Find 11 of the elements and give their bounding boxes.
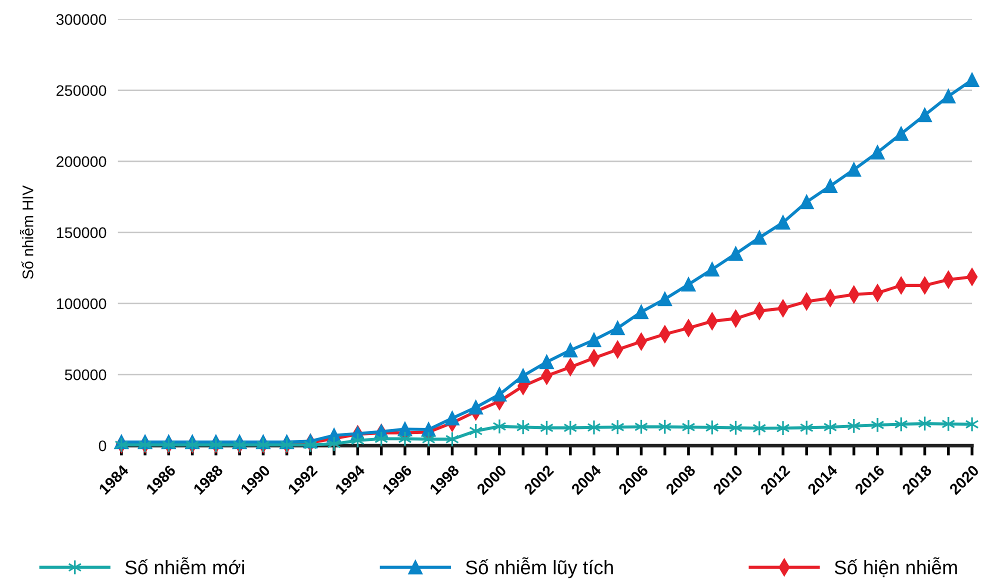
legend-label: Số nhiễm mới <box>125 557 244 574</box>
y-tick-label: 150000 <box>56 227 106 238</box>
legend-label: Số nhiễm lũy tích <box>466 557 613 578</box>
y-tick-label: 250000 <box>56 85 106 96</box>
y-tick-label: 300000 <box>56 14 106 25</box>
y-axis-title: Số nhiễm HIV <box>20 185 34 279</box>
y-tick-label: 0 <box>98 440 106 452</box>
y-tick-label: 100000 <box>56 298 106 310</box>
y-tick-label: 50000 <box>64 369 106 380</box>
legend-label: Số hiện nhiễm <box>834 557 957 578</box>
y-tick-label: 200000 <box>56 156 106 168</box>
